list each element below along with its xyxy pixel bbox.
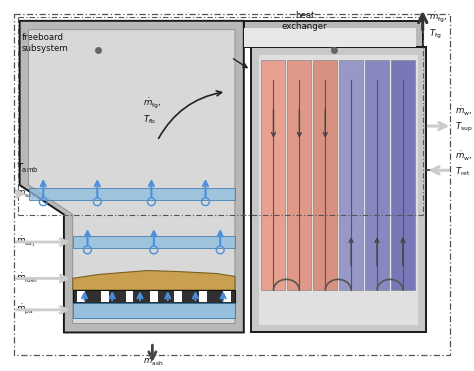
Bar xyxy=(223,291,231,302)
Bar xyxy=(244,21,423,47)
Polygon shape xyxy=(19,21,244,332)
Polygon shape xyxy=(28,30,235,324)
Bar xyxy=(101,291,109,302)
Bar xyxy=(251,47,426,332)
Text: $\dot{m}_{\mathrm{ash}}$: $\dot{m}_{\mathrm{ash}}$ xyxy=(143,354,163,368)
Text: $\dot{m}_{\mathrm{sa_1}}$: $\dot{m}_{\mathrm{sa_1}}$ xyxy=(16,235,36,249)
Bar xyxy=(258,55,418,325)
Polygon shape xyxy=(73,270,235,290)
Text: $\dot{m}_{\mathrm{pa}}$: $\dot{m}_{\mathrm{pa}}$ xyxy=(16,303,33,317)
Bar xyxy=(313,60,337,290)
Bar xyxy=(244,28,416,47)
Bar xyxy=(199,291,207,302)
Text: $\dot{m}_{\mathrm{fuel}}$: $\dot{m}_{\mathrm{fuel}}$ xyxy=(16,272,37,285)
Text: $\dot{m}_{\mathrm{fg}}$,
$T_{\mathrm{fg}}$: $\dot{m}_{\mathrm{fg}}$, $T_{\mathrm{fg}… xyxy=(428,11,447,41)
Text: heat
exchanger: heat exchanger xyxy=(282,11,328,31)
Bar xyxy=(73,303,235,318)
Bar xyxy=(73,236,235,248)
Text: $\dot{m}_{\mathrm{w}}$,
$T_{\mathrm{ret}}$: $\dot{m}_{\mathrm{w}}$, $T_{\mathrm{ret}… xyxy=(455,149,473,178)
Text: $\dot{m}_{\mathrm{sa_2}}$: $\dot{m}_{\mathrm{sa_2}}$ xyxy=(16,187,36,201)
Bar xyxy=(150,291,158,302)
Bar xyxy=(77,291,84,302)
Bar xyxy=(287,60,311,290)
Bar xyxy=(262,60,285,290)
Text: $T_{\mathrm{amb}}$: $T_{\mathrm{amb}}$ xyxy=(16,161,38,175)
Text: $\dot{m}_{\mathrm{fg}}$,
$T_{\mathrm{fb}}$: $\dot{m}_{\mathrm{fg}}$, $T_{\mathrm{fb}… xyxy=(143,97,161,126)
Bar xyxy=(339,60,363,290)
Bar xyxy=(365,60,389,290)
Bar xyxy=(73,290,235,303)
Text: freeboard
subsystem: freeboard subsystem xyxy=(22,33,68,53)
Bar xyxy=(126,291,133,302)
Bar xyxy=(174,291,182,302)
Bar xyxy=(391,60,415,290)
Text: $\dot{m}_{\mathrm{w}}$,
$T_{\mathrm{sup}}$: $\dot{m}_{\mathrm{w}}$, $T_{\mathrm{sup}… xyxy=(455,105,473,134)
Bar xyxy=(28,188,235,200)
